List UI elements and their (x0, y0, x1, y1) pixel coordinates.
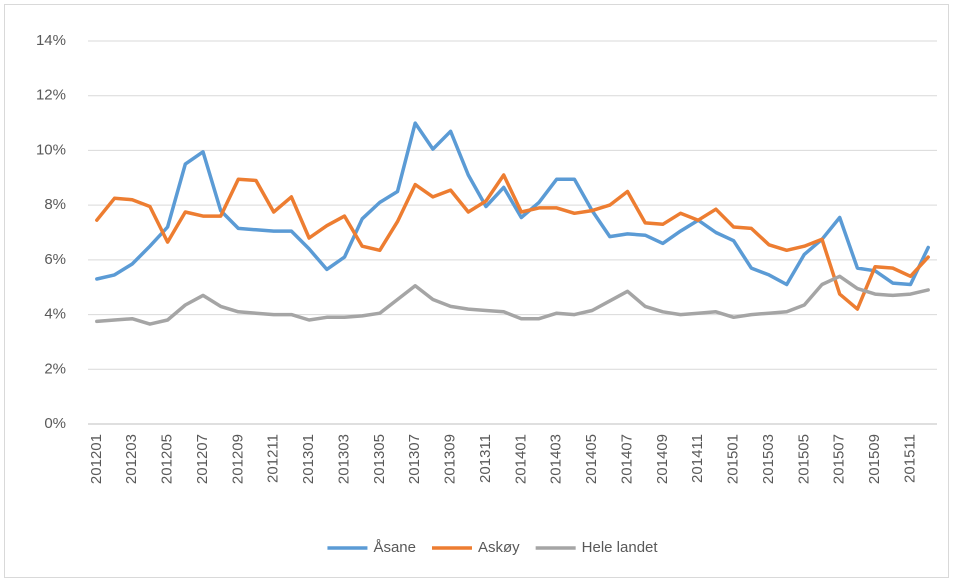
x-tick-label: 201507 (831, 434, 848, 484)
series-line (95, 121, 930, 287)
x-tick-label: 201309 (442, 434, 459, 484)
x-tick-label: 201203 (123, 434, 140, 484)
y-tick-label: 6% (44, 251, 66, 268)
x-tick-label: 201303 (335, 434, 352, 484)
y-tick-label: 2% (44, 360, 66, 377)
x-tick-label: 201311 (477, 434, 494, 483)
x-tick-label: 201201 (88, 434, 105, 484)
y-tick-label: 14% (36, 32, 66, 49)
chart-frame (4, 4, 949, 578)
x-tick-label: 201503 (760, 434, 777, 484)
x-tick-label: 201207 (194, 434, 211, 484)
x-tick-label: 201509 (866, 434, 883, 484)
y-tick-label: 4% (44, 306, 66, 323)
y-tick-label: 0% (44, 415, 66, 432)
y-tick-label: 10% (36, 141, 66, 158)
x-tick-label: 201405 (583, 434, 600, 484)
x-tick-label: 201403 (548, 434, 565, 484)
x-tick-label: 201505 (795, 434, 812, 484)
y-tick-label: 8% (44, 196, 66, 213)
legend-label: Askøy (478, 539, 520, 556)
x-tick-label: 201501 (725, 434, 742, 484)
x-tick-label: 201205 (159, 434, 176, 484)
x-tick-label: 201407 (618, 434, 635, 484)
legend-label: Hele landet (582, 539, 659, 556)
x-tick-label: 201211 (265, 434, 282, 483)
x-tick-label: 201401 (512, 434, 529, 484)
series-line (95, 274, 930, 326)
x-tick-label: 201511 (901, 434, 918, 483)
x-tick-label: 201305 (371, 434, 388, 484)
x-tick-label: 201411 (689, 434, 706, 483)
x-tick-label: 201301 (300, 434, 317, 484)
series-line (95, 173, 930, 311)
x-tick-label: 201409 (654, 434, 671, 484)
x-tick-label: 201209 (229, 434, 246, 484)
x-tick-label: 201307 (406, 434, 423, 484)
legend-label: Åsane (373, 539, 416, 556)
y-tick-label: 12% (36, 87, 66, 104)
